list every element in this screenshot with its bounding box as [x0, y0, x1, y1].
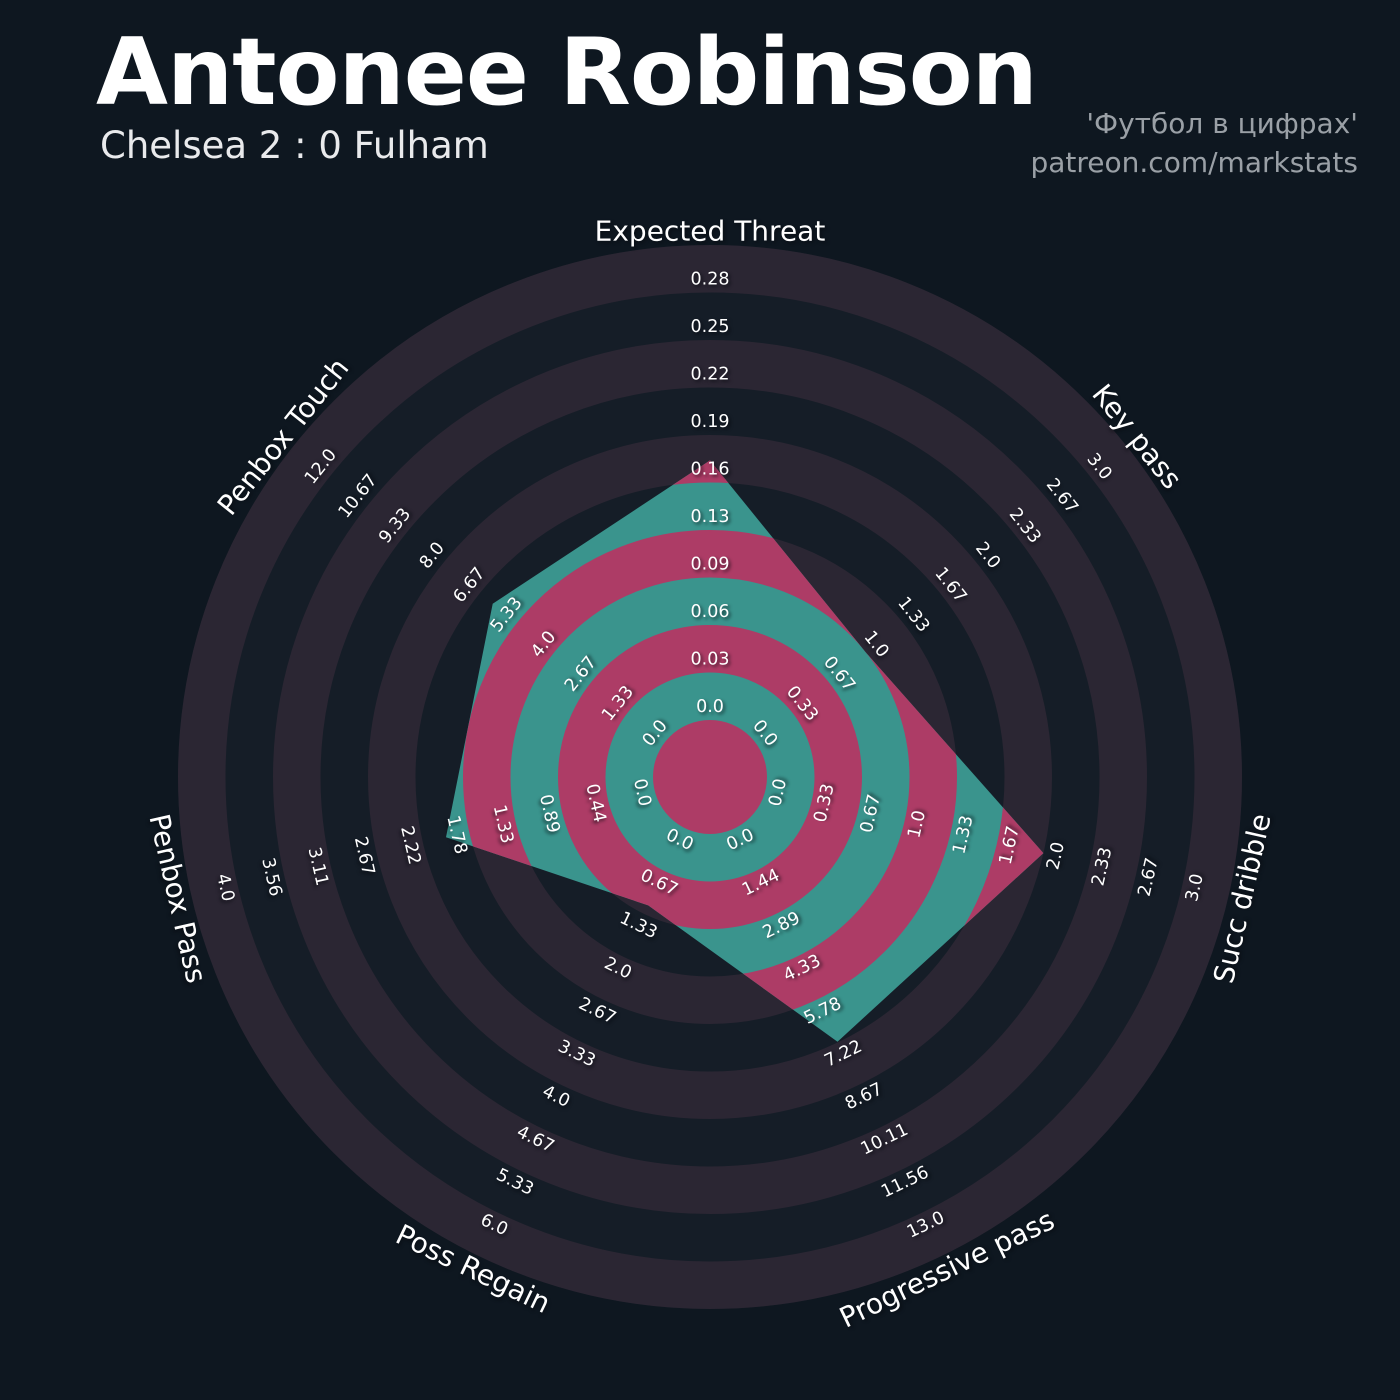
credit-patreon-link: patreon.com/markstats — [1030, 146, 1359, 179]
tick-label: 0.25 — [691, 317, 730, 337]
radar-center-circle — [653, 720, 767, 834]
background-ring — [368, 435, 1052, 1119]
tick-label: 0.06 — [691, 602, 730, 622]
page-title: Antonee Robinson — [96, 18, 1038, 126]
tick-label: 0.19 — [691, 412, 730, 432]
background-ring — [178, 245, 1242, 1309]
tick-label: 0.09 — [691, 555, 730, 575]
background-ring — [273, 340, 1147, 1214]
tick-label: 0.13 — [691, 507, 730, 527]
tick-label: 0.03 — [691, 650, 730, 670]
axis-label-expected-threat: Expected Threat — [595, 215, 826, 248]
credit-brand: 'Футбол в цифрах' — [1086, 107, 1358, 140]
tick-label: 0.22 — [691, 365, 730, 385]
tick-label: 0.0 — [696, 697, 724, 717]
tick-label: 0.16 — [691, 460, 730, 480]
credits-block: 'Футбол в цифрах' patreon.com/markstats — [1031, 104, 1359, 182]
match-score: Chelsea 2 : 0 Fulham — [100, 124, 489, 167]
tick-label: 0.28 — [691, 270, 730, 290]
radar-ring — [558, 625, 862, 929]
